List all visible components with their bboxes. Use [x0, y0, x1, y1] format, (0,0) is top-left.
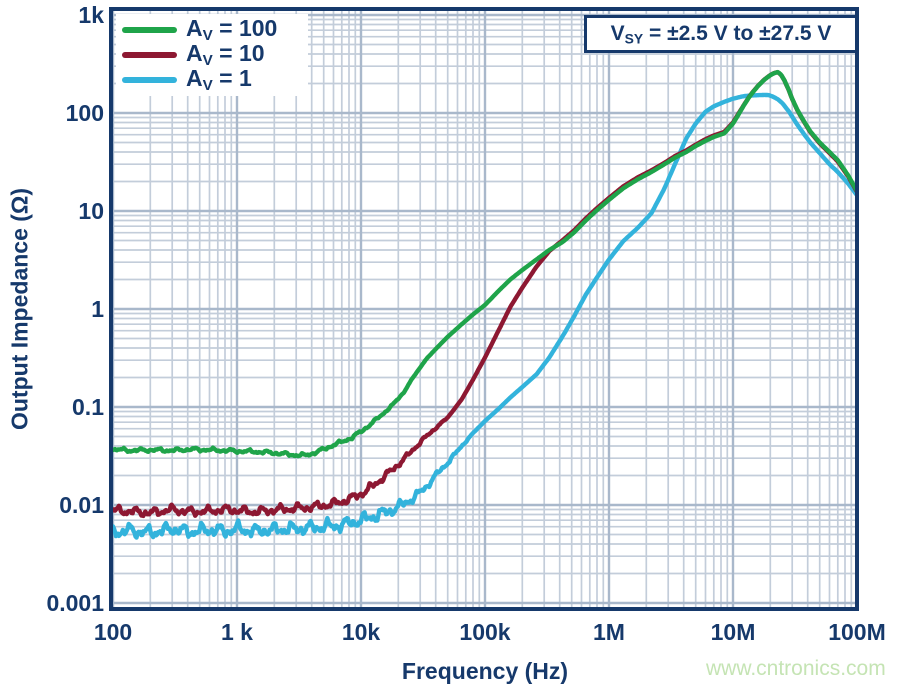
- x-tick-label: 100M: [828, 619, 886, 645]
- y-tick-label: 100: [65, 100, 104, 126]
- x-tick-label: 100: [93, 619, 133, 645]
- legend-swatch-av-1: [122, 76, 177, 83]
- legend-item-av-10: AV = 10: [122, 39, 308, 69]
- legend-label-av-1: AV = 1: [186, 64, 252, 94]
- legend-label-av-10: AV = 10: [186, 39, 265, 69]
- x-tick-label: 1M: [593, 619, 625, 645]
- x-tick-label: 10M: [710, 619, 756, 645]
- y-tick-label: 0.01: [59, 492, 104, 518]
- y-tick-label: 0.1: [72, 394, 104, 420]
- legend-label-av-100: AV = 100: [186, 14, 278, 44]
- x-tick-label: 100k: [459, 619, 511, 645]
- legend-swatch-av-100: [122, 26, 177, 33]
- supply-voltage-annotation: VSY = ±2.5 V to ±27.5 V: [584, 15, 858, 53]
- annotation-text: VSY = ±2.5 V to ±27.5 V: [610, 21, 832, 47]
- x-tick-label: 1 k: [221, 619, 253, 645]
- legend: AV = 100 AV = 10 AV = 1: [116, 14, 308, 96]
- x-tick-label: 10k: [341, 619, 381, 645]
- x-axis-title: Frequency (Hz): [401, 658, 569, 684]
- y-tick-label: 10: [78, 198, 104, 224]
- y-tick-label: 1k: [78, 2, 104, 28]
- y-tick-label: 0.001: [46, 590, 104, 616]
- watermark: www.cntronics.com: [706, 657, 886, 680]
- y-tick-label: 1: [91, 296, 104, 322]
- legend-item-av-1: AV = 1: [122, 64, 308, 94]
- legend-item-av-100: AV = 100: [122, 14, 308, 44]
- legend-swatch-av-10: [122, 51, 177, 58]
